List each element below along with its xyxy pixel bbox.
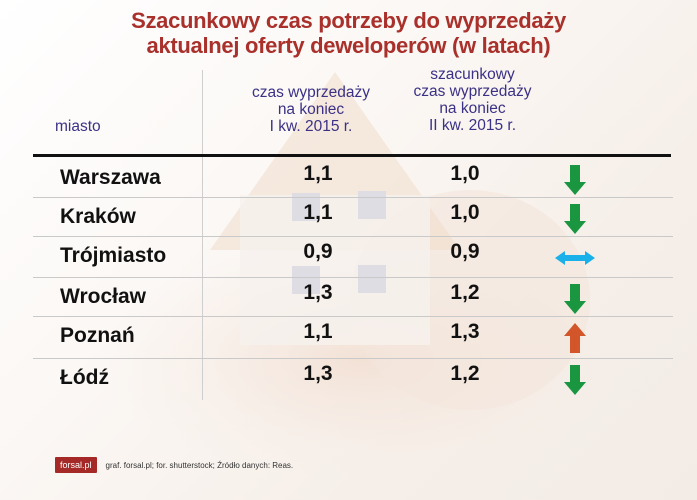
table-row: Wrocław 1,3 1,2 (33, 278, 673, 317)
column-header-q2: szacunkowy czas wyprzedaży na koniec II … (395, 66, 550, 134)
city-name: Trójmiasto (60, 244, 167, 267)
header-rule (33, 154, 671, 157)
value-q2: 1,0 (450, 162, 480, 185)
row-separator (33, 197, 673, 198)
table-row: Warszawa 1,1 1,0 (33, 159, 673, 198)
arrow-down-icon (564, 165, 586, 195)
row-separator (33, 316, 673, 317)
header-q2-line: szacunkowy (430, 66, 515, 83)
table-row: Poznań 1,1 1,3 (33, 317, 673, 359)
city-name: Warszawa (60, 166, 161, 189)
header-q2-line: na koniec (439, 100, 506, 117)
page-title: Szacunkowy czas potrzeby do wyprzedaży a… (0, 8, 697, 58)
value-q2: 1,2 (450, 362, 480, 385)
header-q1-line: na koniec (277, 101, 345, 118)
table-row: Kraków 1,1 1,0 (33, 198, 673, 237)
city-name: Łódź (60, 366, 109, 389)
value-q1: 1,1 (303, 320, 333, 343)
header-q2-line: II kw. 2015 r. (428, 117, 517, 134)
value-q2: 0,9 (450, 240, 480, 263)
footer: forsal.pl graf. forsal.pl; for. shutters… (55, 457, 293, 473)
header-q2-line: czas wyprzedaży (413, 83, 532, 100)
arrow-down-icon (564, 284, 586, 314)
city-name: Poznań (60, 324, 135, 347)
city-name: Wrocław (60, 285, 146, 308)
row-separator (33, 277, 673, 278)
forsal-logo: forsal.pl (55, 457, 97, 473)
value-q1: 1,1 (303, 162, 333, 185)
title-line-2: aktualnej oferty deweloperów (w latach) (146, 33, 551, 58)
value-q2: 1,2 (450, 281, 480, 304)
value-q1: 1,3 (303, 362, 333, 385)
value-q2: 1,3 (450, 320, 480, 343)
arrow-left-right-icon (555, 251, 595, 265)
value-q1: 0,9 (303, 240, 333, 263)
column-divider (202, 70, 203, 400)
table-row: Łódź 1,3 1,2 (33, 359, 673, 398)
arrow-down-icon (564, 365, 586, 395)
header-q1-line: czas wyprzedaży (251, 84, 370, 101)
title-line-1: Szacunkowy czas potrzeby do wyprzedaży (131, 8, 566, 33)
header-q1-line: I kw. 2015 r. (269, 118, 353, 135)
row-separator (33, 236, 673, 237)
city-name: Kraków (60, 205, 136, 228)
row-separator (33, 358, 673, 359)
value-q1: 1,3 (303, 281, 333, 304)
value-q1: 1,1 (303, 201, 333, 224)
arrow-down-icon (564, 204, 586, 234)
value-q2: 1,0 (450, 201, 480, 224)
column-header-city: miasto (55, 118, 101, 135)
table-row: Trójmiasto 0,9 0,9 (33, 237, 673, 278)
arrow-up-icon (564, 323, 586, 353)
source-credit: graf. forsal.pl; for. shutterstock; Źród… (105, 460, 294, 470)
column-header-q1: czas wyprzedaży na koniec I kw. 2015 r. (222, 84, 400, 135)
